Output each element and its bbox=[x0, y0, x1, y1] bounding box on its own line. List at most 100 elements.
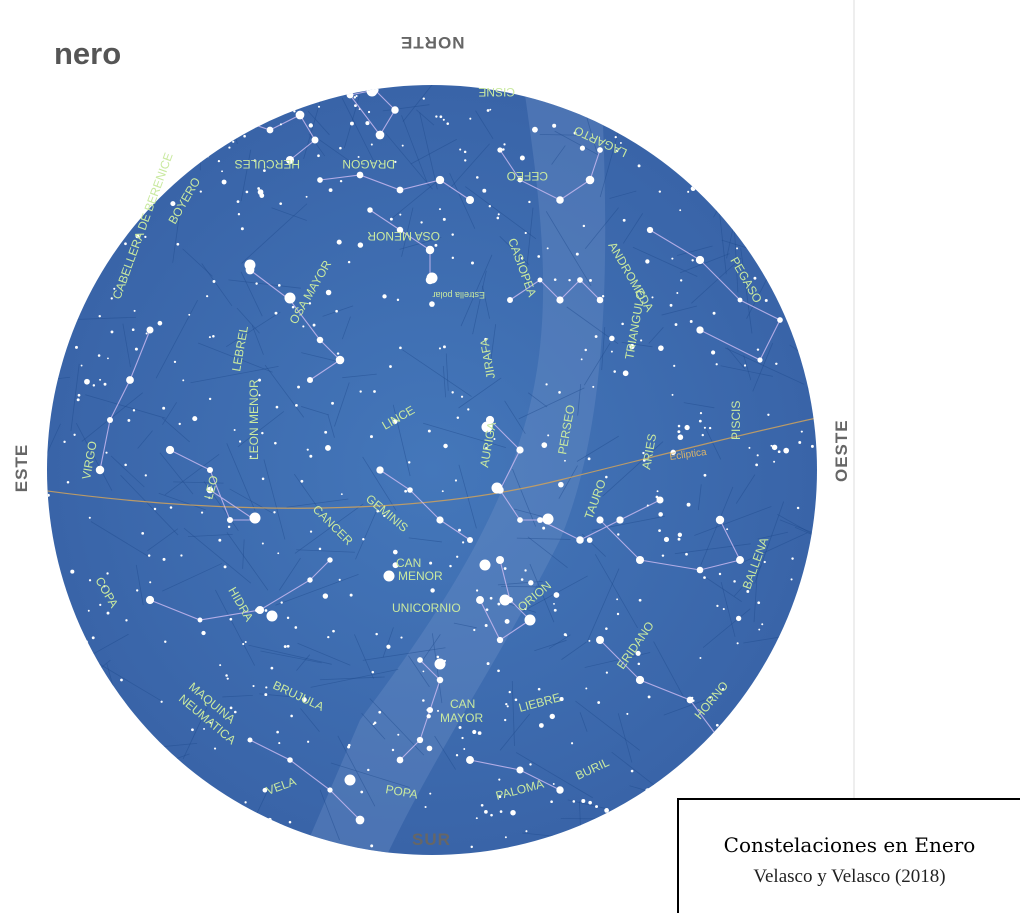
streak bbox=[214, 589, 255, 666]
label-hercules: HERCULES bbox=[235, 157, 300, 171]
star bbox=[556, 196, 564, 204]
streak bbox=[449, 173, 476, 229]
star bbox=[564, 459, 566, 462]
star bbox=[331, 401, 334, 405]
star bbox=[485, 608, 489, 612]
streak bbox=[663, 697, 710, 716]
star bbox=[367, 207, 373, 213]
star bbox=[311, 136, 319, 144]
streak bbox=[334, 382, 350, 427]
star bbox=[498, 795, 502, 799]
streak bbox=[242, 539, 245, 569]
star bbox=[325, 445, 331, 451]
star bbox=[558, 481, 564, 488]
star bbox=[609, 335, 615, 342]
star bbox=[255, 605, 265, 615]
star bbox=[99, 603, 102, 606]
star bbox=[645, 788, 651, 794]
star bbox=[253, 122, 257, 126]
star bbox=[157, 320, 163, 326]
star bbox=[286, 644, 290, 648]
star bbox=[274, 441, 277, 445]
streak bbox=[137, 430, 153, 449]
streak bbox=[362, 647, 446, 661]
streak bbox=[631, 842, 645, 855]
star bbox=[466, 536, 474, 544]
star bbox=[47, 493, 50, 497]
star bbox=[776, 767, 780, 770]
streak bbox=[742, 532, 808, 563]
star bbox=[236, 200, 240, 204]
label-dragon: DRAGON bbox=[342, 157, 395, 171]
star bbox=[263, 169, 266, 173]
star bbox=[695, 255, 705, 265]
label-leo: LEO bbox=[201, 474, 221, 501]
stars bbox=[47, 85, 817, 855]
label-cisne: CISNE bbox=[478, 85, 515, 99]
star bbox=[733, 580, 736, 583]
streak bbox=[408, 537, 442, 543]
star bbox=[160, 700, 163, 703]
star bbox=[698, 783, 704, 789]
star bbox=[703, 426, 706, 429]
star bbox=[553, 278, 557, 281]
star bbox=[525, 830, 528, 833]
star bbox=[87, 609, 90, 612]
star bbox=[679, 209, 682, 212]
star bbox=[208, 397, 212, 401]
star bbox=[552, 783, 555, 785]
streak bbox=[224, 90, 238, 145]
star bbox=[485, 447, 488, 450]
streak bbox=[706, 577, 742, 602]
cardinal-north: NORTE bbox=[400, 33, 465, 52]
star bbox=[815, 533, 817, 536]
star bbox=[504, 836, 507, 839]
star bbox=[71, 764, 73, 767]
star bbox=[252, 684, 255, 688]
star bbox=[353, 96, 357, 99]
streak bbox=[740, 248, 753, 334]
star bbox=[549, 713, 555, 720]
streak bbox=[182, 248, 213, 277]
streak bbox=[310, 669, 399, 688]
star bbox=[542, 513, 554, 525]
streak bbox=[674, 543, 751, 555]
streak bbox=[489, 324, 497, 367]
star bbox=[200, 511, 204, 514]
star bbox=[312, 323, 316, 327]
star bbox=[221, 179, 227, 185]
cardinal-west: OESTE bbox=[832, 419, 851, 482]
star bbox=[763, 175, 766, 179]
star bbox=[261, 542, 264, 545]
star bbox=[726, 528, 729, 531]
streak bbox=[524, 207, 534, 290]
star bbox=[295, 110, 305, 120]
streak bbox=[622, 213, 644, 244]
star bbox=[503, 143, 506, 146]
star bbox=[748, 446, 751, 449]
star bbox=[585, 175, 595, 185]
star bbox=[383, 514, 386, 518]
star bbox=[80, 820, 84, 824]
streak bbox=[701, 86, 741, 106]
streak bbox=[161, 417, 190, 443]
star bbox=[208, 336, 211, 339]
streak bbox=[297, 642, 351, 666]
streak bbox=[182, 707, 208, 760]
star bbox=[63, 440, 66, 444]
star bbox=[713, 98, 717, 102]
star bbox=[508, 690, 511, 694]
star bbox=[467, 408, 470, 411]
star bbox=[267, 817, 272, 822]
star bbox=[684, 424, 690, 431]
streak bbox=[718, 207, 727, 275]
star bbox=[746, 590, 750, 593]
star bbox=[90, 211, 96, 217]
star bbox=[616, 598, 619, 601]
constellation-figure bbox=[99, 329, 151, 471]
star bbox=[491, 482, 503, 494]
star bbox=[125, 791, 129, 795]
star bbox=[439, 115, 443, 119]
star bbox=[808, 669, 813, 674]
